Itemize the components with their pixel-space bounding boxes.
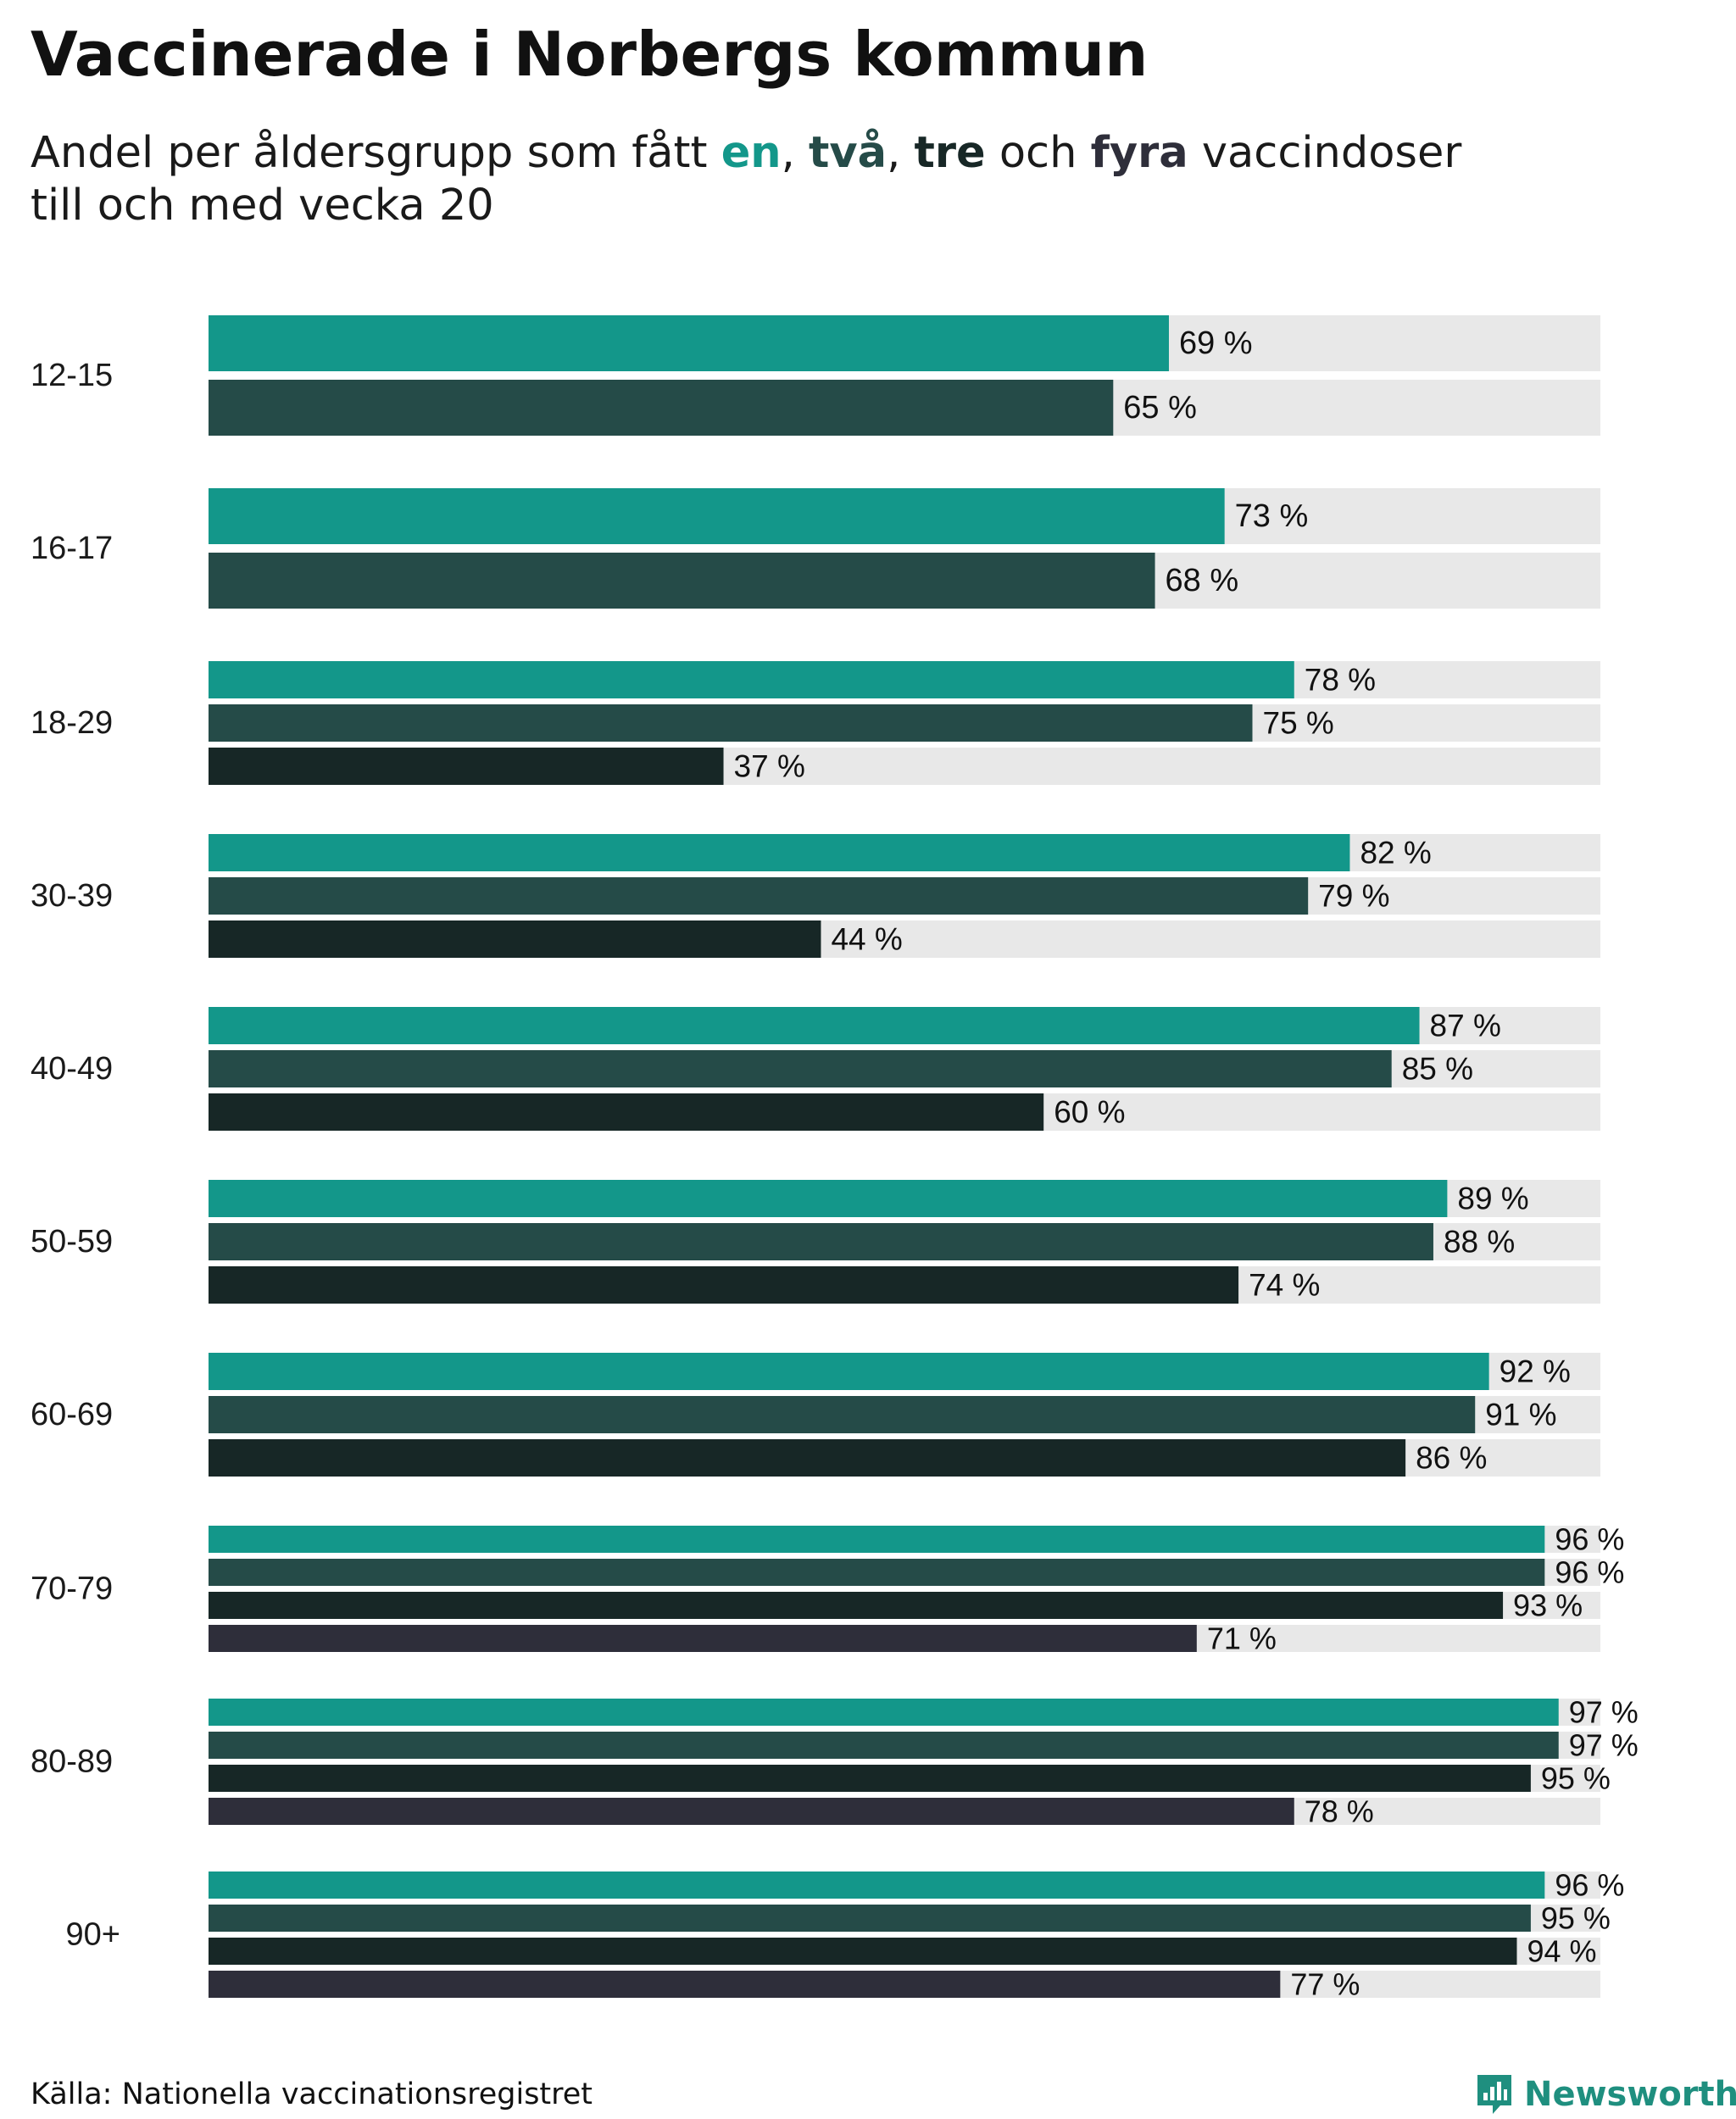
bar-16-17-tva: [209, 553, 1155, 609]
bar-60-69-tva: [209, 1396, 1476, 1433]
bar-18-29-tva: [209, 704, 1253, 742]
data-label-90plus-tva: 95 %: [1541, 1901, 1611, 1936]
category-label-18-29: 18-29: [31, 705, 113, 741]
legend-en: en: [721, 128, 782, 178]
chart-subtitle: Andel per åldersgrupp som fått en, två, …: [31, 127, 1641, 232]
data-label-80-89-en: 97 %: [1569, 1695, 1639, 1730]
data-label-60-69-tre: 86 %: [1416, 1441, 1487, 1476]
chart-title: Vaccinerade i Norbergs kommun: [31, 19, 1149, 90]
category-label-60-69: 60-69: [31, 1397, 113, 1432]
bar-90plus-tre: [209, 1938, 1517, 1965]
bar-50-59-en: [209, 1180, 1448, 1217]
subtitle-line-2: till och med vecka 20: [31, 181, 494, 231]
category-label-16-17: 16-17: [31, 531, 113, 566]
bar-90plus-en: [209, 1872, 1545, 1899]
data-label-40-49-en: 87 %: [1430, 1009, 1501, 1043]
subtitle-prefix: Andel per åldersgrupp som fått: [31, 128, 721, 178]
bar-70-79-tre: [209, 1592, 1504, 1619]
data-label-80-89-tre: 95 %: [1541, 1761, 1611, 1796]
bar-chart: 12-15 69 % 65 % 16-17 73 % 68 % 18-29 78 % 75 % 3…: [31, 315, 1639, 2002]
bar-50-59-tva: [209, 1223, 1433, 1260]
data-label-70-79-tre: 93 %: [1513, 1588, 1583, 1623]
bar-40-49-en: [209, 1007, 1420, 1044]
brand-logo: Newsworthy: [1475, 2071, 1736, 2118]
bar-80-89-fyra: [209, 1798, 1294, 1825]
data-label-50-59-en: 89 %: [1457, 1182, 1528, 1216]
source-note: Källa: Nationella vaccinationsregistret: [31, 2077, 593, 2111]
data-label-60-69-en: 92 %: [1500, 1354, 1571, 1389]
bar-80-89-tva: [209, 1732, 1559, 1759]
bar-18-29-en: [209, 661, 1294, 698]
data-label-16-17-en: 73 %: [1235, 498, 1309, 534]
category-label-90plus: 90+: [66, 1917, 120, 1953]
bar-12-15-en: [209, 315, 1169, 371]
data-label-30-39-en: 82 %: [1360, 836, 1431, 870]
category-label-30-39: 30-39: [31, 878, 113, 914]
data-label-90plus-en: 96 %: [1555, 1868, 1624, 1903]
data-label-18-29-en: 78 %: [1305, 663, 1376, 698]
legend-tre: tre: [914, 128, 986, 178]
data-label-70-79-fyra: 71 %: [1207, 1621, 1277, 1656]
subtitle-suffix: vaccindoser: [1188, 128, 1462, 178]
bar-70-79-en: [209, 1526, 1545, 1553]
category-label-70-79: 70-79: [31, 1571, 113, 1607]
subtitle-sep-3: och: [985, 128, 1091, 178]
data-label-60-69-tva: 91 %: [1485, 1398, 1556, 1432]
bar-70-79-fyra: [209, 1625, 1197, 1652]
data-label-50-59-tre: 74 %: [1249, 1268, 1320, 1303]
data-label-16-17-tva: 68 %: [1166, 563, 1239, 598]
data-label-30-39-tva: 79 %: [1318, 879, 1389, 914]
bar-60-69-en: [209, 1353, 1489, 1390]
data-label-80-89-fyra: 78 %: [1305, 1794, 1374, 1829]
category-label-12-15: 12-15: [31, 358, 113, 393]
bar-40-49-tva: [209, 1050, 1392, 1087]
category-label-80-89: 80-89: [31, 1744, 113, 1780]
subtitle-sep-2: ,: [887, 128, 915, 178]
bar-16-17-en: [209, 488, 1225, 544]
bar-70-79-tva: [209, 1559, 1545, 1586]
data-label-70-79-tva: 96 %: [1555, 1555, 1624, 1590]
subtitle-line-1: Andel per åldersgrupp som fått en, två, …: [31, 127, 1641, 180]
bar-60-69-tre: [209, 1439, 1406, 1477]
data-label-70-79-en: 96 %: [1555, 1522, 1624, 1557]
legend-tva: två: [809, 128, 887, 178]
bar-30-39-tre: [209, 920, 821, 958]
data-label-40-49-tre: 60 %: [1054, 1095, 1125, 1130]
data-label-30-39-tre: 44 %: [831, 922, 902, 957]
data-label-40-49-tva: 85 %: [1402, 1052, 1473, 1087]
data-label-12-15-tva: 65 %: [1123, 390, 1197, 425]
legend-fyra: fyra: [1090, 128, 1188, 178]
category-label-40-49: 40-49: [31, 1051, 113, 1087]
bar-80-89-tre: [209, 1765, 1531, 1792]
data-label-18-29-tre: 37 %: [734, 749, 805, 784]
data-label-80-89-tva: 97 %: [1569, 1728, 1639, 1763]
newsworthy-icon: [1477, 2075, 1511, 2114]
bar-80-89-en: [209, 1699, 1559, 1726]
bar-40-49-tre: [209, 1093, 1044, 1131]
category-label-50-59: 50-59: [31, 1224, 113, 1260]
bar-30-39-en: [209, 834, 1350, 871]
data-label-90plus-fyra: 77 %: [1290, 1967, 1360, 2002]
bar-90plus-fyra: [209, 1971, 1281, 1998]
bar-18-29-tre: [209, 748, 724, 785]
bar-12-15-tva: [209, 380, 1114, 436]
bar-30-39-tva: [209, 877, 1309, 915]
data-label-12-15-en: 69 %: [1179, 325, 1253, 361]
brand-name: Newsworthy: [1524, 2075, 1736, 2114]
data-label-18-29-tva: 75 %: [1263, 706, 1334, 741]
bar-50-59-tre: [209, 1266, 1239, 1304]
data-label-50-59-tva: 88 %: [1444, 1225, 1515, 1260]
data-label-90plus-tre: 94 %: [1527, 1934, 1596, 1969]
bar-90plus-tva: [209, 1905, 1531, 1932]
subtitle-sep-1: ,: [781, 128, 810, 178]
